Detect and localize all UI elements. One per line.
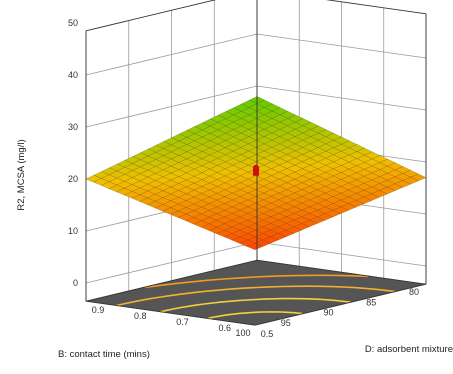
design-point-cap [253, 164, 259, 171]
z-tick-label: 20 [68, 174, 78, 184]
y-tick-label: 0.9 [92, 305, 105, 315]
y-tick-label: 0.7 [176, 317, 189, 327]
design-point-marker [253, 167, 259, 176]
z-axis-title: R2, MCSA (mg/l) [16, 139, 27, 210]
y-tick-label: 0.5 [261, 329, 274, 339]
frame-edge [254, 283, 427, 326]
frame-edge [85, 259, 258, 302]
y-axis-title: D: adsorbent mixture [365, 344, 453, 355]
x-tick-label: 85 [366, 297, 376, 307]
z-tick-label: 10 [68, 226, 78, 236]
z-tick-label: 40 [68, 70, 78, 80]
z-tick-label: 30 [68, 122, 78, 132]
frame-edge [85, 0, 217, 32]
contour-line [160, 297, 351, 313]
x-axis-title: B: contact time (mins) [58, 349, 150, 360]
axis-labels: 0 10 20 30 40 50 80 85 90 95 100 0.5 0.6 0.7 0.8 0.9 R2,… [16, 18, 453, 360]
contour-line [207, 311, 303, 320]
surface-cell [246, 243, 264, 251]
y-tick-label: 0.8 [134, 311, 147, 321]
wall-height-grid-line [85, 33, 427, 76]
y-tick-label: 0.6 [218, 323, 231, 333]
z-tick-label: 0 [73, 278, 78, 288]
design-point [253, 164, 259, 176]
frame-edge [325, 0, 427, 15]
floor-contours [116, 274, 396, 320]
x-tick-label: 100 [235, 328, 250, 338]
z-tick-label: 50 [68, 18, 78, 28]
contour-line [116, 285, 396, 307]
x-tick-label: 80 [409, 287, 419, 297]
x-tick-label: 95 [281, 318, 291, 328]
contour-line [144, 274, 369, 289]
frame-edge [85, 300, 256, 326]
x-tick-label: 90 [323, 308, 333, 318]
chart-frame [85, 0, 427, 326]
response-surface [85, 96, 427, 251]
frame-edge [256, 259, 427, 285]
